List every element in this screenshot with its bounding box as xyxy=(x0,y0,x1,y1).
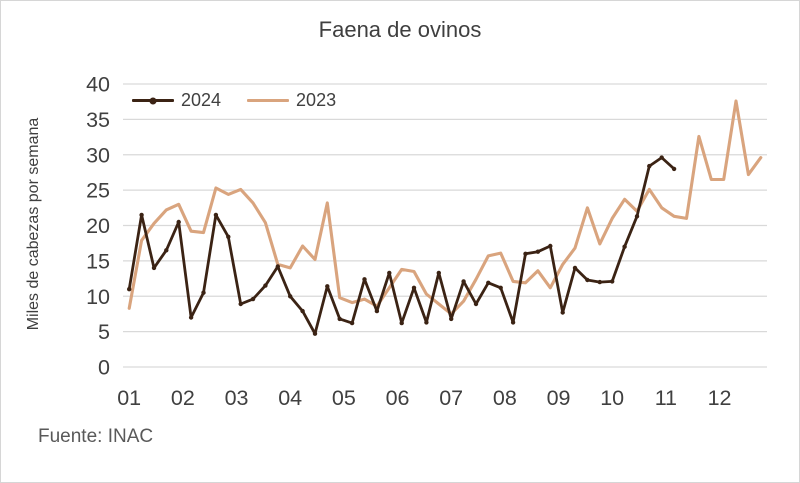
legend-item-2023: 2023 xyxy=(247,90,336,111)
series-2024-marker xyxy=(510,320,516,325)
y-tick-label: 30 xyxy=(86,143,110,167)
legend-label-2023: 2023 xyxy=(296,90,337,110)
series-2024-marker xyxy=(622,244,627,249)
series-2024-marker xyxy=(424,320,429,325)
y-tick-label: 0 xyxy=(98,356,110,380)
x-tick-label: 07 xyxy=(439,386,463,410)
x-tick-label: 02 xyxy=(171,386,195,410)
series-2023-line xyxy=(127,99,763,316)
y-tick-label: 15 xyxy=(86,249,110,273)
series-2024-marker xyxy=(275,264,280,269)
series-2024-marker xyxy=(634,214,640,219)
series-2024-marker xyxy=(523,251,528,256)
legend-line-2024-icon xyxy=(132,97,174,104)
y-tick-label: 40 xyxy=(86,73,110,97)
x-tick-label: 10 xyxy=(600,386,624,410)
series-2024-marker xyxy=(312,331,318,336)
legend-marker-2024-icon xyxy=(149,97,157,104)
series-2024-marker xyxy=(250,296,256,302)
series-2024-marker xyxy=(238,301,243,307)
series-2024-marker xyxy=(659,155,664,160)
series-2024-marker xyxy=(362,277,367,282)
y-tick-label: 20 xyxy=(86,214,110,238)
x-tick-label: 11 xyxy=(655,386,677,410)
series-2024-marker xyxy=(213,212,219,218)
series-2024-marker xyxy=(572,265,578,271)
series-2024-marker xyxy=(374,308,380,314)
series-2024-marker xyxy=(263,283,268,288)
series-2024-marker xyxy=(436,270,441,276)
series-2024-marker xyxy=(535,249,541,254)
x-tick-label: 12 xyxy=(708,386,732,410)
series-2024-marker xyxy=(288,294,293,299)
legend-label-2024: 2024 xyxy=(181,90,222,110)
x-tick-label: 03 xyxy=(225,386,249,410)
series-2024-line xyxy=(127,156,676,336)
series-2024-marker xyxy=(226,234,231,239)
series-2024-marker xyxy=(127,287,132,292)
series-2024-marker xyxy=(399,320,404,326)
legend-item-2024: 2024 xyxy=(132,90,221,111)
series-2024-marker xyxy=(449,316,454,322)
source-note: Fuente: INAC xyxy=(38,426,154,447)
chart-title: Faena de ovinos xyxy=(318,17,482,42)
series-2024-marker xyxy=(176,219,181,225)
x-tick-label: 05 xyxy=(332,386,356,410)
series-2024-marker xyxy=(671,166,677,172)
series-2024-marker xyxy=(498,285,503,290)
x-tick-label: 01 xyxy=(117,386,141,410)
series-2024-marker xyxy=(461,279,466,284)
chart-legend: 2024 2023 xyxy=(132,90,336,111)
series-2024-marker xyxy=(325,284,330,289)
y-tick-label: 10 xyxy=(86,285,110,309)
series-2024-marker xyxy=(139,212,144,218)
series-2024-marker xyxy=(647,163,652,169)
x-tick-label: 09 xyxy=(547,386,571,410)
y-tick-label: 5 xyxy=(98,320,110,344)
series-2024-marker xyxy=(151,265,157,271)
series-2024-marker xyxy=(486,280,491,285)
series-2024-marker xyxy=(188,315,194,320)
series-2024-marker xyxy=(597,279,602,285)
series-2024-marker xyxy=(337,316,342,322)
y-tick-label: 35 xyxy=(86,108,110,132)
series-2024-marker xyxy=(473,301,479,307)
series-2024-marker xyxy=(349,320,355,326)
y-tick-label: 25 xyxy=(86,179,110,203)
series-2024-marker xyxy=(585,277,590,283)
series-2024-marker xyxy=(411,285,417,290)
series-2024-marker xyxy=(300,308,305,314)
series-2024-marker xyxy=(201,290,206,295)
series-2024-marker xyxy=(387,270,392,276)
x-tick-label: 04 xyxy=(278,386,302,410)
series-2024-marker xyxy=(164,248,169,253)
x-tick-label: 06 xyxy=(386,386,410,410)
series-2024-marker xyxy=(560,310,565,315)
x-tick-label: 08 xyxy=(493,386,517,410)
series-2024-marker xyxy=(548,243,553,249)
legend-line-2023-icon xyxy=(247,99,290,102)
series-2024-marker xyxy=(610,279,615,284)
